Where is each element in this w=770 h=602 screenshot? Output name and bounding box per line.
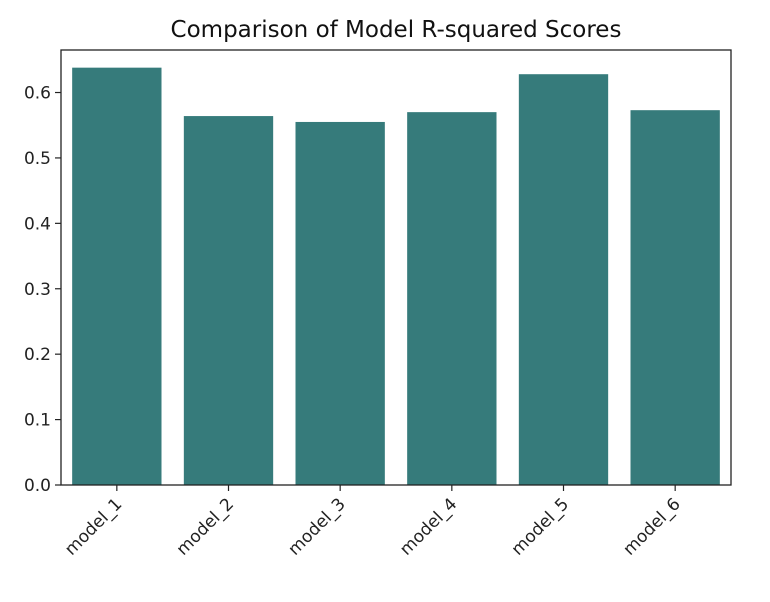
bar-model_1 (72, 67, 162, 485)
chart-title: Comparison of Model R-squared Scores (171, 17, 622, 43)
x-axis: model_1 model_2 model_3 model_4 model_5 model… (61, 485, 685, 560)
y-tick-label: 0.6 (24, 84, 51, 104)
bar-model_2 (183, 116, 274, 485)
bar-model_6 (630, 110, 720, 485)
bar-model_3 (295, 121, 385, 485)
plot-frame (60, 49, 732, 486)
y-tick-label: 0.2 (24, 345, 51, 365)
y-tick-label: 0.3 (24, 280, 51, 300)
y-axis: 0.0 0.1 0.2 0.3 0.4 0.5 0.6 (24, 84, 61, 496)
x-tick-label-model_6: model_6 (619, 494, 684, 559)
y-tick-label: 0.1 (24, 411, 51, 431)
x-tick-label-model_1: model_1 (61, 494, 126, 559)
bar-model_4 (407, 112, 497, 486)
y-tick-label: 0.4 (24, 214, 51, 234)
x-tick-label-model_5: model_5 (508, 494, 573, 559)
x-tick-label-model_3: model_3 (284, 494, 349, 559)
bars-group (72, 67, 720, 486)
y-tick-label: 0.5 (24, 149, 51, 169)
y-tick-label: 0.0 (24, 476, 51, 496)
bar-model_5 (518, 74, 609, 486)
x-tick-label-model_2: model_2 (173, 494, 238, 559)
x-tick-label-model_4: model_4 (396, 494, 461, 559)
